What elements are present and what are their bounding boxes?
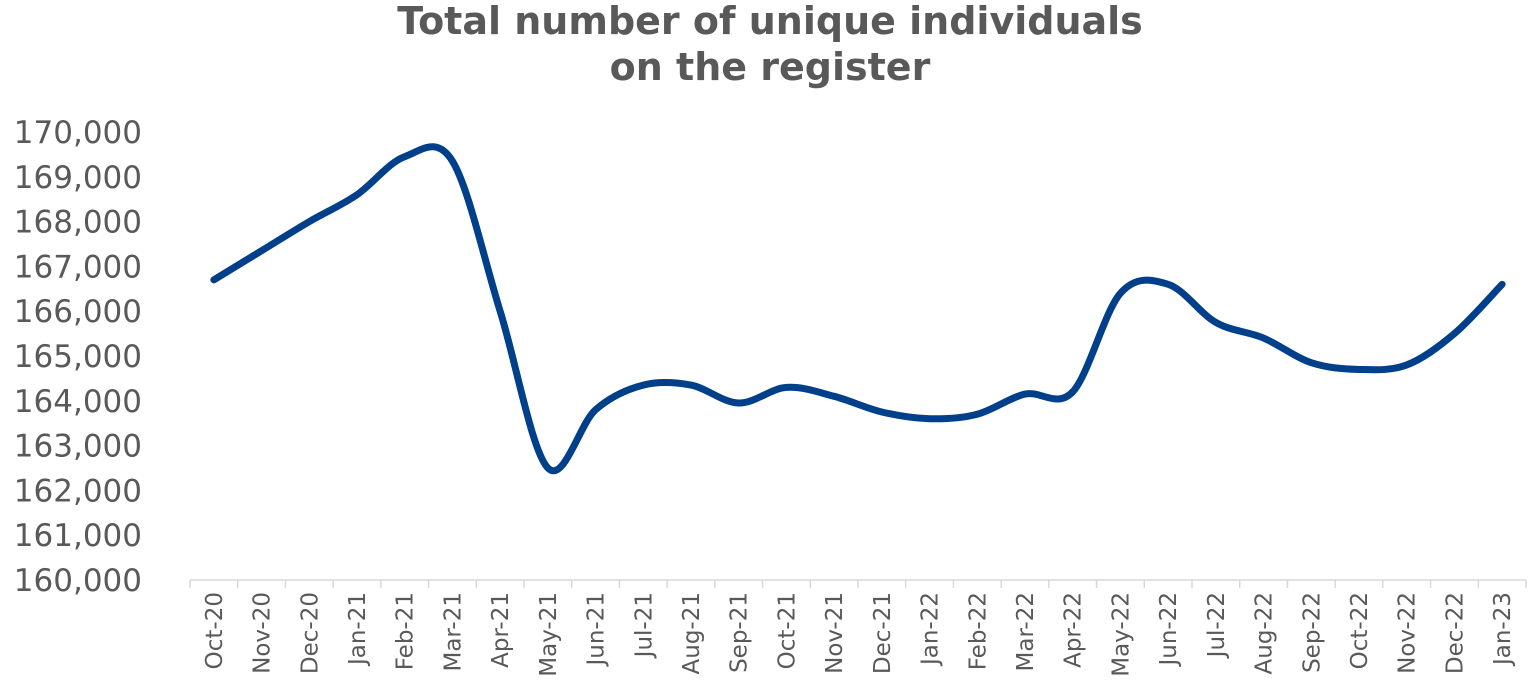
x-axis: Oct-20 Nov-20 Dec-20 Jan-21 Feb-21 Mar-21 Apr-… [189, 579, 1527, 677]
y-tick-label: 163,000 [14, 429, 142, 465]
x-tick-label: Sep-21 [727, 592, 753, 673]
x-tick-label: Aug-21 [679, 592, 705, 674]
y-tick-label: 166,000 [14, 294, 142, 330]
x-tick-label: Feb-21 [393, 592, 419, 670]
x-tick-label: Jul-21 [631, 592, 657, 659]
x-tick-label: Oct-22 [1347, 592, 1373, 669]
x-tick-label: Jul-22 [1204, 592, 1230, 659]
chart-title-line-1: Total number of unique individuals [397, 0, 1143, 43]
y-tick-label: 160,000 [14, 563, 142, 599]
y-tick-label: 165,000 [14, 339, 142, 375]
x-tick-label: Dec-20 [297, 592, 323, 674]
x-tick-label: Oct-21 [774, 592, 800, 669]
series-line [210, 143, 1506, 475]
x-tick-label: Feb-22 [965, 592, 991, 670]
y-tick-label: 169,000 [14, 160, 142, 196]
x-tick-label: Nov-20 [250, 592, 276, 674]
x-tick-label: Dec-22 [1442, 592, 1468, 674]
x-tick-label: Jan-22 [918, 592, 944, 667]
x-tick-label: Aug-22 [1252, 592, 1278, 674]
x-tick-label: Nov-22 [1395, 592, 1421, 674]
x-tick-label: Apr-22 [1061, 592, 1087, 668]
plot-area [210, 143, 1506, 475]
x-tick-label: Jun-22 [1156, 592, 1182, 668]
x-tick-label: May-21 [536, 592, 562, 677]
x-tick-label: Dec-21 [870, 592, 896, 674]
y-tick-label: 164,000 [14, 384, 142, 420]
y-tick-label: 167,000 [14, 249, 142, 285]
chart-title-line-2: on the register [610, 45, 931, 89]
x-tick-label: Jun-21 [584, 592, 610, 668]
y-tick-label: 170,000 [14, 115, 142, 151]
x-tick-label: Jan-23 [1490, 592, 1516, 667]
x-tick-label: Apr-21 [488, 592, 514, 668]
x-tick-label: Sep-22 [1299, 592, 1325, 673]
x-tick-label: May-22 [1108, 592, 1134, 677]
y-tick-label: 162,000 [14, 473, 142, 509]
x-tick-label: Jan-21 [345, 592, 371, 667]
x-tick-label: Oct-20 [202, 592, 228, 669]
x-tick-label: Mar-22 [1013, 592, 1039, 672]
x-tick-label: Mar-21 [440, 592, 466, 672]
x-tick-label: Nov-21 [822, 592, 848, 674]
y-axis-ticks: 160,000 161,000 162,000 163,000 164,000 165,0… [14, 115, 142, 599]
y-tick-label: 161,000 [14, 518, 142, 554]
y-tick-label: 168,000 [14, 205, 142, 241]
